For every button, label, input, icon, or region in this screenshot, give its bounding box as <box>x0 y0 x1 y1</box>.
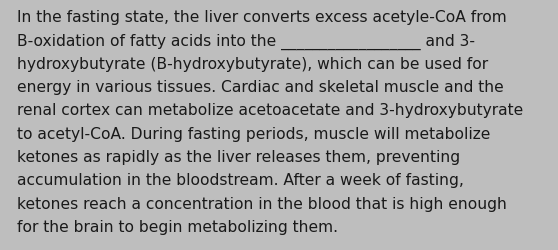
Text: ketones reach a concentration in the blood that is high enough: ketones reach a concentration in the blo… <box>17 196 507 211</box>
Text: ketones as rapidly as the liver releases them, preventing: ketones as rapidly as the liver releases… <box>17 150 460 164</box>
Text: In the fasting state, the liver converts excess acetyle-CoA from: In the fasting state, the liver converts… <box>17 10 507 25</box>
Text: hydroxybutyrate (B-hydroxybutyrate), which can be used for: hydroxybutyrate (B-hydroxybutyrate), whi… <box>17 56 488 72</box>
Text: renal cortex can metabolize acetoacetate and 3-hydroxybutyrate: renal cortex can metabolize acetoacetate… <box>17 103 523 118</box>
Text: energy in various tissues. Cardiac and skeletal muscle and the: energy in various tissues. Cardiac and s… <box>17 80 503 95</box>
Text: accumulation in the bloodstream. After a week of fasting,: accumulation in the bloodstream. After a… <box>17 173 464 188</box>
Text: for the brain to begin metabolizing them.: for the brain to begin metabolizing them… <box>17 219 338 234</box>
Text: to acetyl-CoA. During fasting periods, muscle will metabolize: to acetyl-CoA. During fasting periods, m… <box>17 126 490 141</box>
Text: B-oxidation of fatty acids into the __________________ and 3-: B-oxidation of fatty acids into the ____… <box>17 33 475 50</box>
